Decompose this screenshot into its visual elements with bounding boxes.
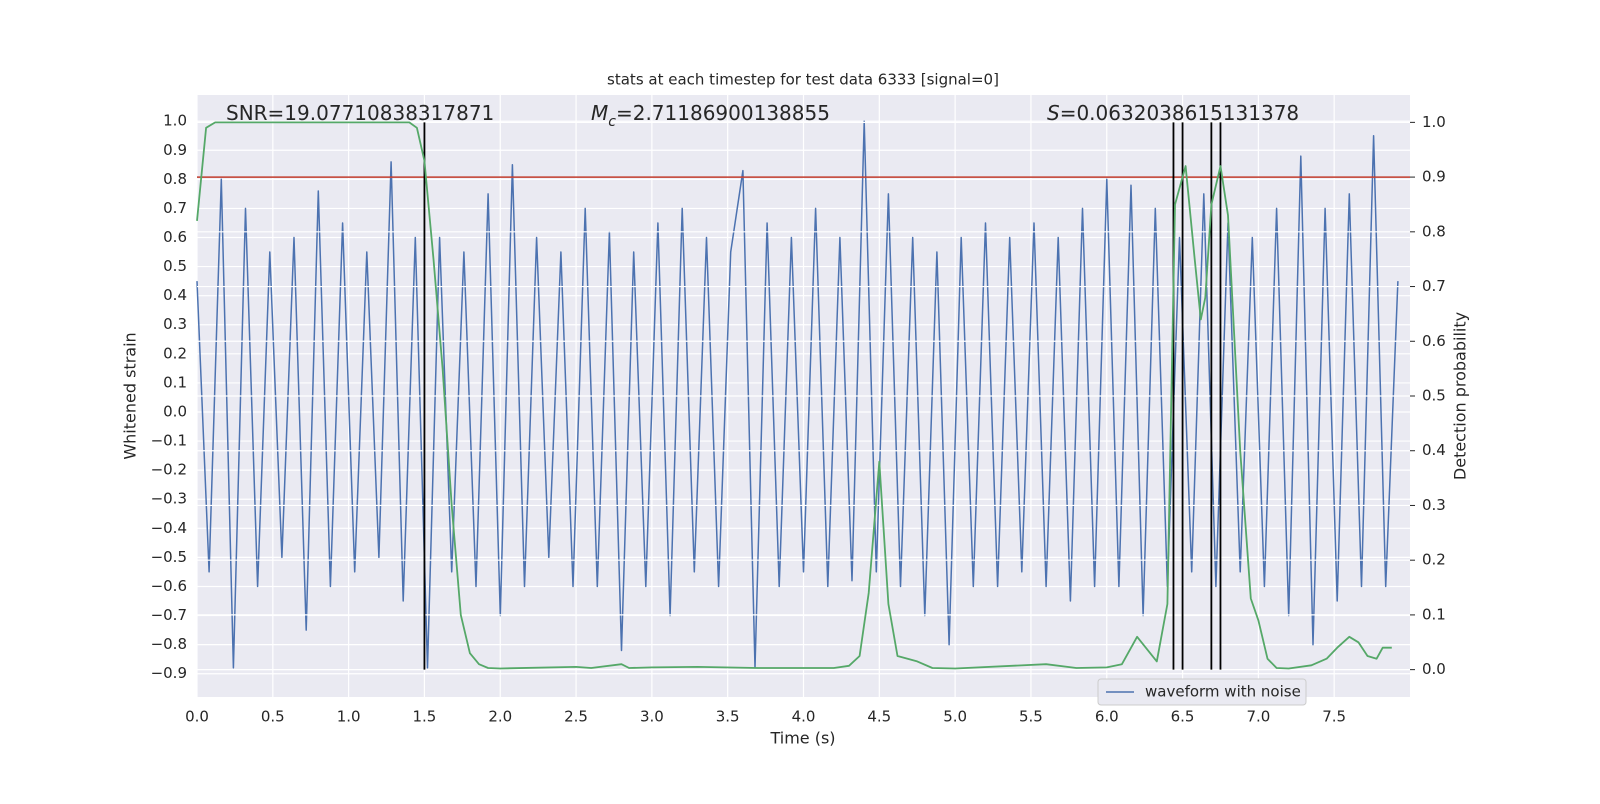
y-tick-label: −0.5: [151, 548, 187, 566]
y-tick-label: −0.3: [151, 490, 187, 508]
x-tick-label: 4.0: [792, 708, 816, 726]
y2-tick-label: 0.1: [1422, 605, 1446, 623]
x-tick-label: 1.0: [337, 708, 361, 726]
x-tick-label: 6.0: [1095, 708, 1119, 726]
y2-tick-label: 0.4: [1422, 441, 1446, 459]
x-tick-label: 5.0: [943, 708, 967, 726]
annotation: SNR=19.07710838317871: [226, 101, 494, 125]
y2-tick-label: 0.0: [1422, 660, 1446, 678]
annotation: Mc=2.71186900138855: [591, 101, 830, 131]
chart-title: stats at each timestep for test data 633…: [607, 71, 999, 89]
y-tick-label: 1.0: [163, 112, 187, 130]
x-axis-label: Time (s): [769, 729, 835, 748]
y2-tick-label: 0.5: [1422, 387, 1446, 405]
y-tick-label: 0.5: [163, 257, 187, 275]
x-tick-label: 7.0: [1246, 708, 1270, 726]
legend-box: [1097, 678, 1307, 706]
y-tick-label: 0.8: [163, 170, 187, 188]
x-tick-label: 4.5: [867, 708, 891, 726]
annotation-part: S: [1047, 101, 1060, 125]
y-tick-label: −0.8: [151, 635, 187, 653]
y-axis-label: Whitened strain: [121, 332, 140, 459]
y-tick-label: −0.1: [151, 432, 187, 450]
legend-label: waveform with noise: [1145, 683, 1301, 701]
y2-tick-label: 0.8: [1422, 222, 1446, 240]
x-tick-label: 2.0: [488, 708, 512, 726]
y2-tick-label: 0.3: [1422, 496, 1446, 514]
y-tick-label: −0.6: [151, 577, 187, 595]
y-tick-label: 0.7: [163, 199, 187, 217]
x-tick-label: 2.5: [564, 708, 588, 726]
y2-axis-label: Detection probability: [1451, 312, 1470, 480]
x-tick-label: 5.5: [1019, 708, 1043, 726]
line-series: [196, 120, 1399, 669]
y-tick-label: 0.2: [163, 344, 187, 362]
y-tick-label: −0.7: [151, 606, 187, 624]
line-series: [196, 121, 1392, 670]
annotation-part: =0.0632038615131378: [1060, 101, 1299, 125]
annotation-part: c: [608, 114, 616, 130]
x-tick-label: 6.5: [1171, 708, 1195, 726]
x-tick-label: 0.5: [261, 708, 285, 726]
annotation: S=0.0632038615131378: [1047, 101, 1299, 125]
y2-tick-label: 0.9: [1422, 168, 1446, 186]
x-tick-label: 7.5: [1322, 708, 1346, 726]
y-tick-label: 0.4: [163, 286, 187, 304]
y2-tick-label: 0.6: [1422, 332, 1446, 350]
x-tick-label: 0.0: [185, 708, 209, 726]
annotation-part: SNR=19.07710838317871: [226, 101, 494, 125]
y-tick-label: 0.3: [163, 315, 187, 333]
y2-tick-label: 0.7: [1422, 277, 1446, 295]
y-tick-label: −0.4: [151, 519, 187, 537]
annotation-part: M: [591, 101, 608, 125]
y2-tick-label: 1.0: [1422, 113, 1446, 131]
y-tick-label: 0.9: [163, 141, 187, 159]
y-tick-label: −0.9: [151, 664, 187, 682]
x-tick-label: 1.5: [413, 708, 437, 726]
y-tick-label: −0.2: [151, 461, 187, 479]
annotation-part: =2.71186900138855: [616, 101, 830, 125]
y-tick-label: 0.0: [163, 402, 187, 420]
y-tick-label: 0.1: [163, 373, 187, 391]
x-tick-label: 3.0: [640, 708, 664, 726]
y-tick-label: 0.6: [163, 228, 187, 246]
y2-tick-label: 0.2: [1422, 551, 1446, 569]
x-tick-label: 3.5: [716, 708, 740, 726]
